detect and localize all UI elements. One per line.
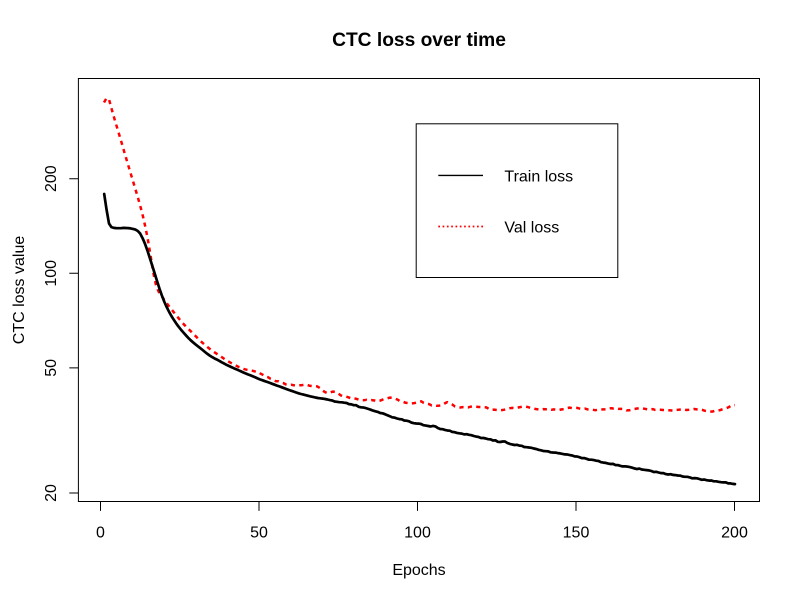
svg-text:Val loss: Val loss <box>504 219 559 236</box>
svg-text:CTC loss over time: CTC loss over time <box>332 30 506 51</box>
svg-text:100: 100 <box>404 524 431 541</box>
svg-text:Train loss: Train loss <box>504 168 573 185</box>
svg-text:200: 200 <box>721 524 748 541</box>
svg-text:Epochs: Epochs <box>392 562 445 579</box>
svg-text:100: 100 <box>43 260 60 287</box>
svg-text:50: 50 <box>43 359 60 377</box>
svg-text:20: 20 <box>43 484 60 502</box>
svg-text:150: 150 <box>563 524 590 541</box>
svg-text:0: 0 <box>96 524 105 541</box>
svg-text:CTC loss value: CTC loss value <box>11 236 28 345</box>
svg-text:200: 200 <box>43 165 60 192</box>
svg-text:50: 50 <box>250 524 268 541</box>
